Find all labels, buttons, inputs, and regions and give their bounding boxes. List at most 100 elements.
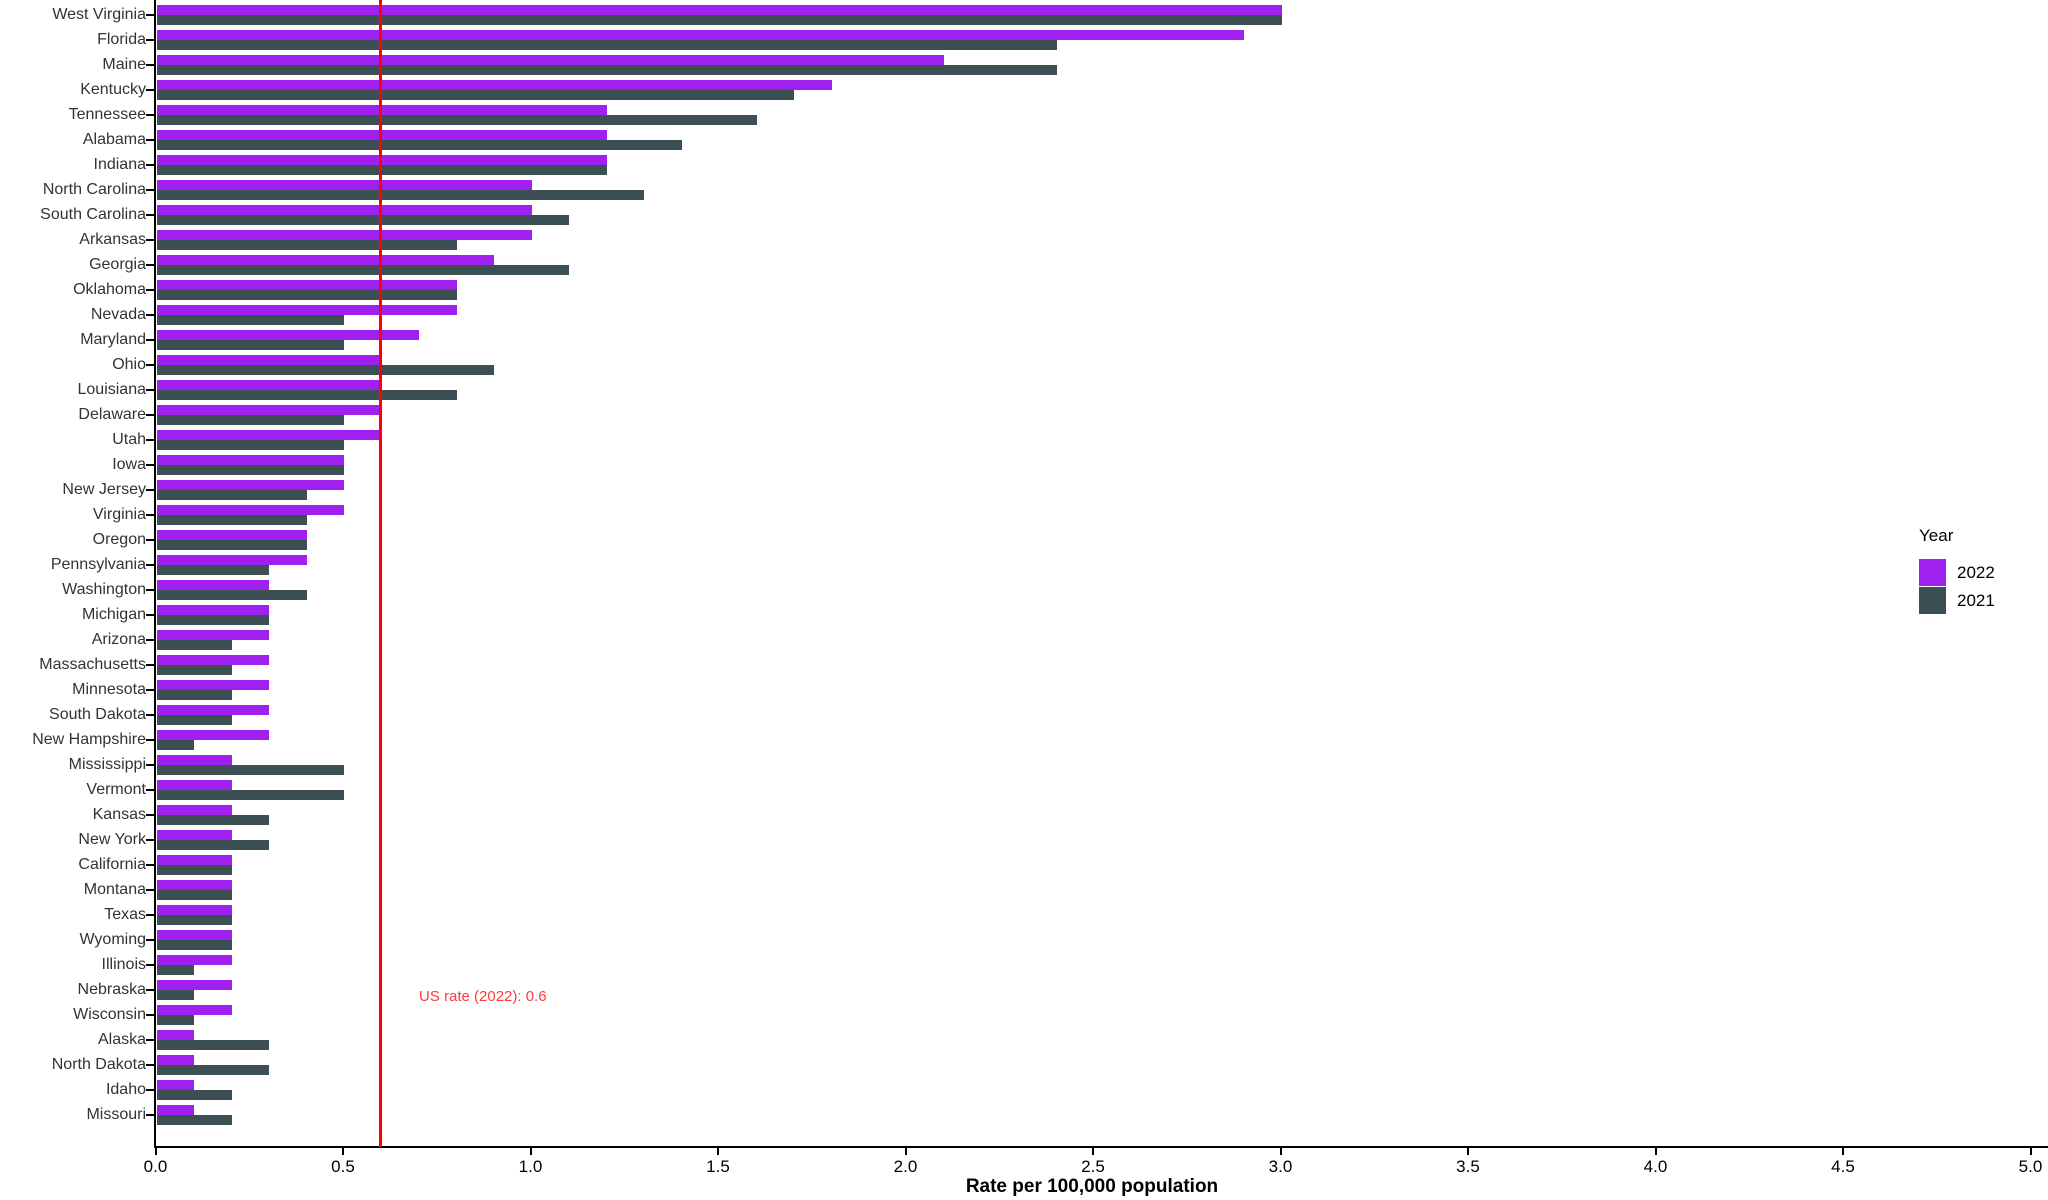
x-tick-mark bbox=[717, 1148, 719, 1155]
bar-minnesota-2022 bbox=[156, 680, 269, 690]
x-tick-label-0.5: 0.5 bbox=[331, 1157, 355, 1176]
bar-michigan-2021 bbox=[156, 615, 269, 625]
y-tick-mark bbox=[146, 89, 154, 91]
bar-massachusetts-2021 bbox=[156, 665, 232, 675]
bar-maryland-2022 bbox=[156, 330, 419, 340]
bar-nebraska-2022 bbox=[156, 980, 232, 990]
y-axis-label-delaware: Delaware bbox=[78, 406, 146, 423]
x-tick-label-2.0: 2.0 bbox=[893, 1157, 918, 1176]
y-tick-mark bbox=[146, 839, 154, 841]
x-tick-mark bbox=[1092, 1148, 1094, 1155]
y-axis-label-alabama: Alabama bbox=[82, 131, 146, 148]
y-axis-label-maryland: Maryland bbox=[80, 331, 146, 348]
bar-iowa-2022 bbox=[156, 455, 344, 465]
y-axis-label-virginia: Virginia bbox=[92, 506, 146, 523]
bar-illinois-2021 bbox=[156, 965, 194, 975]
y-tick-mark bbox=[146, 814, 154, 816]
x-tick-label-1.0: 1.0 bbox=[518, 1157, 543, 1176]
y-tick-mark bbox=[146, 539, 154, 541]
legend: Year 2022 2021 bbox=[1919, 526, 1995, 615]
bar-iowa-2021 bbox=[156, 465, 344, 475]
y-tick-mark bbox=[146, 664, 154, 666]
bar-california-2022 bbox=[156, 855, 232, 865]
bar-wisconsin-2021 bbox=[156, 1015, 194, 1025]
bar-massachusetts-2022 bbox=[156, 655, 269, 665]
y-tick-mark bbox=[146, 164, 154, 166]
y-tick-mark bbox=[146, 314, 154, 316]
bar-minnesota-2021 bbox=[156, 690, 232, 700]
bar-south-dakota-2022 bbox=[156, 705, 269, 715]
y-tick-mark bbox=[146, 514, 154, 516]
y-tick-mark bbox=[146, 464, 154, 466]
y-tick-mark bbox=[146, 989, 154, 991]
bar-nevada-2021 bbox=[156, 315, 344, 325]
bar-arkansas-2021 bbox=[156, 240, 457, 250]
bar-vermont-2022 bbox=[156, 780, 232, 790]
y-tick-mark bbox=[146, 564, 154, 566]
y-tick-mark bbox=[146, 1064, 154, 1066]
x-tick-label-1.5: 1.5 bbox=[706, 1157, 730, 1176]
y-axis-label-oklahoma: Oklahoma bbox=[73, 281, 146, 298]
y-axis-label-arizona: Arizona bbox=[91, 631, 146, 648]
y-axis-label-alaska: Alaska bbox=[97, 1031, 146, 1048]
x-tick-mark bbox=[1654, 1148, 1657, 1155]
x-tick-mark bbox=[342, 1148, 344, 1155]
y-tick-mark bbox=[146, 439, 154, 441]
y-axis-label-maine: Maine bbox=[102, 56, 146, 73]
bar-california-2021 bbox=[156, 865, 232, 875]
y-tick-mark bbox=[146, 789, 154, 791]
y-tick-mark bbox=[146, 289, 154, 291]
bar-north-dakota-2021 bbox=[156, 1065, 269, 1075]
y-tick-mark bbox=[146, 14, 154, 16]
bar-west-virginia-2022 bbox=[156, 5, 1282, 15]
y-axis-label-new-jersey: New Jersey bbox=[62, 481, 146, 498]
legend-entry-2022: 2022 bbox=[1919, 559, 1995, 586]
y-tick-mark bbox=[146, 889, 154, 891]
bar-oregon-2021 bbox=[156, 540, 307, 550]
bar-alaska-2022 bbox=[156, 1030, 194, 1040]
x-tick-mark bbox=[2029, 1148, 2032, 1155]
bar-north-dakota-2022 bbox=[156, 1055, 194, 1065]
bar-arkansas-2022 bbox=[156, 230, 532, 240]
y-axis-label-iowa: Iowa bbox=[112, 456, 146, 473]
bar-louisiana-2021 bbox=[156, 390, 457, 400]
y-tick-mark bbox=[146, 614, 154, 616]
bar-oklahoma-2022 bbox=[156, 280, 457, 290]
bar-wyoming-2021 bbox=[156, 940, 232, 950]
bar-new-york-2021 bbox=[156, 840, 269, 850]
bar-nevada-2022 bbox=[156, 305, 457, 315]
x-tick-label-4.0: 4.0 bbox=[1643, 1157, 1668, 1176]
legend-entry-2021: 2021 bbox=[1919, 587, 1995, 614]
bar-georgia-2021 bbox=[156, 265, 569, 275]
y-tick-mark bbox=[146, 139, 154, 141]
y-tick-mark bbox=[146, 739, 154, 741]
y-tick-mark bbox=[146, 64, 154, 66]
bar-idaho-2022 bbox=[156, 1080, 194, 1090]
bar-louisiana-2022 bbox=[156, 380, 382, 390]
y-axis-label-mississippi: Mississippi bbox=[68, 756, 146, 773]
legend-swatch-2021-icon bbox=[1919, 587, 1946, 614]
y-tick-mark bbox=[146, 764, 154, 766]
y-axis-label-arkansas: Arkansas bbox=[79, 231, 146, 248]
x-tick-label-2.5: 2.5 bbox=[1081, 1157, 1105, 1176]
y-axis-label-wisconsin: Wisconsin bbox=[73, 1006, 146, 1023]
bar-texas-2022 bbox=[156, 905, 232, 915]
bar-kansas-2022 bbox=[156, 805, 232, 815]
bar-maine-2022 bbox=[156, 55, 944, 65]
bar-ohio-2021 bbox=[156, 365, 494, 375]
y-tick-mark bbox=[146, 239, 154, 241]
bar-north-carolina-2021 bbox=[156, 190, 644, 200]
bar-delaware-2022 bbox=[156, 405, 382, 415]
y-tick-mark bbox=[146, 964, 154, 966]
y-axis-label-ohio: Ohio bbox=[112, 356, 146, 373]
bar-missouri-2021 bbox=[156, 1115, 232, 1125]
x-tick-label-3.5: 3.5 bbox=[1456, 1157, 1480, 1176]
y-tick-mark bbox=[146, 714, 154, 716]
bar-new-hampshire-2022 bbox=[156, 730, 269, 740]
bar-arizona-2021 bbox=[156, 640, 232, 650]
y-axis-label-kentucky: Kentucky bbox=[80, 81, 146, 98]
y-axis-label-tennessee: Tennessee bbox=[68, 106, 146, 123]
bar-virginia-2022 bbox=[156, 505, 344, 515]
bar-missouri-2022 bbox=[156, 1105, 194, 1115]
